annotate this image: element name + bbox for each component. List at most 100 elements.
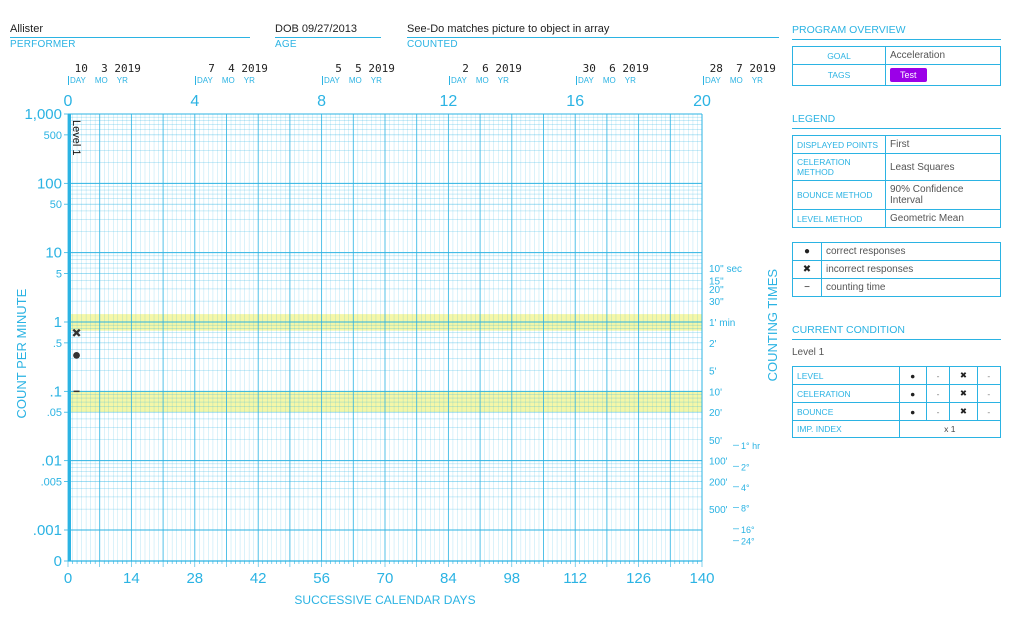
legend-value: 90% Confidence Interval xyxy=(885,180,1001,210)
x-tick-label: 84 xyxy=(440,570,457,587)
symbol-label: correct responses xyxy=(821,242,1001,261)
counted-field: See-Do matches picture to object in arra… xyxy=(407,23,779,50)
legend-value: First xyxy=(885,135,1001,154)
week-tick-label: 20 xyxy=(693,93,711,110)
legend-value: Least Squares xyxy=(885,153,1001,181)
y-tick-label: 500 xyxy=(44,130,62,142)
y-tick-label: 5 xyxy=(56,269,62,281)
date-value: 28 7 2019 xyxy=(703,62,776,75)
date-sub-labels: DAY MO YR xyxy=(449,76,522,85)
date-sub-labels: DAY MO YR xyxy=(703,76,776,85)
program-overview: PROGRAM OVERVIEW GOAL Acceleration TAGS … xyxy=(792,24,1001,86)
condition-cell: - xyxy=(976,366,1002,385)
tag-badge[interactable]: Test xyxy=(890,68,927,82)
hour-time-label: 1° hr xyxy=(741,441,760,451)
counting-time-label: 15" xyxy=(709,276,724,287)
counted-value: See-Do matches picture to object in arra… xyxy=(407,23,610,35)
condition-cell: - xyxy=(976,402,1002,421)
legend-key: CELERATION METHOD xyxy=(792,153,886,181)
x-tick-label: 14 xyxy=(123,570,140,587)
counted-label: COUNTED xyxy=(407,39,458,50)
x-tick-label: 70 xyxy=(377,570,394,587)
week-tick-label: 8 xyxy=(317,93,326,110)
date-entry[interactable]: 5 5 2019 DAY MO YR xyxy=(322,62,395,85)
dash-icon: − xyxy=(792,278,822,297)
counting-time-label: 10' xyxy=(709,387,722,398)
goal-label: GOAL xyxy=(792,46,886,65)
condition-key: BOUNCE xyxy=(792,402,900,421)
condition-cell: - xyxy=(976,384,1002,403)
dot-icon: ● xyxy=(792,242,822,261)
counting-time-label: 200' xyxy=(709,478,728,489)
y-axis-label: COUNT PER MINUTE xyxy=(14,288,29,418)
date-entry[interactable]: 7 4 2019 DAY MO YR xyxy=(195,62,268,85)
y-tick-label: 10 xyxy=(45,245,62,262)
legend-title: LEGEND xyxy=(792,113,1001,129)
incorrect-response-point xyxy=(72,328,81,337)
dot-icon: ● xyxy=(898,402,927,421)
dot-icon: ● xyxy=(898,366,927,385)
right-axis-label: COUNTING TIMES xyxy=(765,269,780,382)
y-tick-label: 0 xyxy=(54,553,62,570)
y-tick-label: 1,000 xyxy=(24,106,62,123)
y-tick-label: 50 xyxy=(50,199,62,211)
x-tick-label: 98 xyxy=(503,570,520,587)
counting-time-label: 50' xyxy=(709,436,722,447)
legend-table: DISPLAYED POINTS First CELERATION METHOD L… xyxy=(792,135,1001,228)
x-tick-label: 42 xyxy=(250,570,267,587)
legend-key: BOUNCE METHOD xyxy=(792,180,886,210)
cross-icon: ✖ xyxy=(792,260,822,279)
phase-line xyxy=(68,114,71,561)
symbol-legend: ● correct responses ✖ incorrect responses … xyxy=(792,242,1001,297)
age-field: DOB 09/27/2013 AGE xyxy=(275,23,381,50)
date-sub-labels: DAY MO YR xyxy=(68,76,141,85)
condition-cell: - xyxy=(925,402,951,421)
goal-value: Acceleration xyxy=(885,46,1001,65)
dot-icon: ● xyxy=(898,384,927,403)
performer-value: Allister xyxy=(10,23,44,35)
counting-time-label: 10" sec xyxy=(709,264,742,275)
date-sub-labels: DAY MO YR xyxy=(322,76,395,85)
imp-index-label: IMP. INDEX xyxy=(792,420,900,438)
date-value: 30 6 2019 xyxy=(576,62,649,75)
week-tick-label: 16 xyxy=(566,93,584,110)
y-tick-label: .1 xyxy=(49,383,62,400)
x-tick-label: 28 xyxy=(186,570,203,587)
x-tick-label: 140 xyxy=(689,570,714,587)
y-tick-label: .005 xyxy=(41,477,62,489)
symbol-label: counting time xyxy=(821,278,1001,297)
condition-table: LEVEL ● - ✖ - CELERATION ● - ✖ - BOUNCE … xyxy=(792,366,1002,438)
date-entry[interactable]: 30 6 2019 DAY MO YR xyxy=(576,62,649,85)
phase-label: Level 1 xyxy=(70,120,82,155)
y-tick-label: .001 xyxy=(33,522,62,539)
x-tick-label: 0 xyxy=(64,570,72,587)
hour-time-label: 16° xyxy=(741,525,755,535)
date-sub-labels: DAY MO YR xyxy=(195,76,268,85)
symbol-label: incorrect responses xyxy=(821,260,1001,279)
counting-time-label: 20' xyxy=(709,408,722,419)
imp-index-value: x 1 xyxy=(898,420,1002,438)
age-label: AGE xyxy=(275,39,297,50)
date-entry[interactable]: 2 6 2019 DAY MO YR xyxy=(449,62,522,85)
counting-time-label: 100' xyxy=(709,457,728,468)
legend-key: LEVEL METHOD xyxy=(792,209,886,228)
legend-value: Geometric Mean xyxy=(885,209,1001,228)
counting-time-label: 1' min xyxy=(709,318,735,329)
cross-icon: ✖ xyxy=(949,384,978,403)
date-value: 2 6 2019 xyxy=(449,62,522,75)
week-tick-label: 0 xyxy=(64,93,73,110)
program-table: GOAL Acceleration TAGS Test xyxy=(792,46,1001,86)
correct-response-point xyxy=(73,351,80,359)
date-entry[interactable]: 28 7 2019 DAY MO YR xyxy=(703,62,776,85)
hour-time-label: 24° xyxy=(741,537,755,547)
hour-time-label: 8° xyxy=(741,504,750,514)
x-tick-label: 112 xyxy=(563,570,587,587)
counting-time-label: 20" xyxy=(709,285,724,296)
counting-time-label: 30" xyxy=(709,297,724,308)
performer-field: Allister PERFORMER xyxy=(10,23,250,50)
legend-key: DISPLAYED POINTS xyxy=(792,135,886,154)
counting-time-label: 5' xyxy=(709,366,717,377)
hour-time-label: 4° xyxy=(741,483,750,493)
date-entry[interactable]: 10 3 2019 DAY MO YR xyxy=(68,62,141,85)
